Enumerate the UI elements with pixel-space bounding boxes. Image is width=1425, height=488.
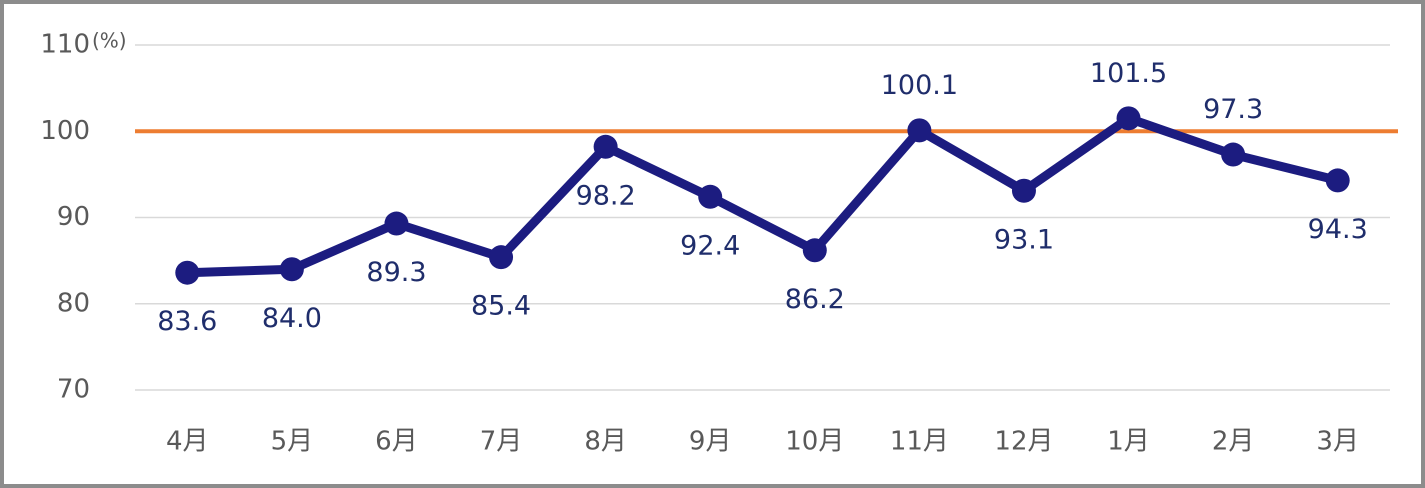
data-label: 85.4: [471, 291, 531, 322]
line: [187, 113, 1339, 278]
data-label: 97.3: [1203, 94, 1263, 125]
y-tick-label: 90: [57, 202, 90, 232]
y-tick-label: 110: [40, 30, 90, 60]
data-label: 98.2: [576, 180, 636, 211]
x-tick-label: 2月: [1212, 427, 1255, 457]
point: [384, 211, 409, 236]
x-tick-label: 11月: [890, 427, 949, 457]
y-tick-label: 70: [57, 375, 90, 405]
y-tick-label: 80: [57, 288, 90, 318]
data-label: 101.5: [1090, 58, 1167, 89]
data-label: 92.4: [680, 230, 740, 261]
data-label: 86.2: [785, 284, 845, 315]
point: [698, 184, 723, 209]
x-tick-label: 4月: [166, 427, 209, 457]
point: [593, 134, 618, 159]
x-tick-label: 5月: [271, 427, 314, 457]
x-tick-label: 12月: [994, 427, 1053, 457]
data-label: 93.1: [994, 224, 1054, 255]
point: [1221, 142, 1246, 167]
point: [279, 257, 304, 282]
data-label: 94.3: [1308, 214, 1368, 245]
point: [802, 238, 827, 263]
point: [907, 118, 932, 143]
x-tick-label: 3月: [1316, 427, 1359, 457]
data-label: 84.0: [262, 303, 322, 334]
data-label: 100.1: [881, 70, 958, 101]
data-label: 89.3: [366, 257, 426, 288]
x-tick-label: 7月: [480, 427, 523, 457]
point: [175, 260, 200, 285]
y-unit-label: (%): [92, 29, 127, 53]
point: [1116, 106, 1141, 131]
data-label: 83.6: [157, 306, 217, 337]
point: [1011, 178, 1036, 203]
x-tick-label: 6月: [375, 427, 418, 457]
x-tick-label: 1月: [1107, 427, 1150, 457]
x-tick-label: 9月: [689, 427, 732, 457]
y-tick-label: 100: [40, 116, 90, 146]
x-tick-label: 10月: [785, 427, 844, 457]
point: [1325, 168, 1350, 193]
x-tick-label: 8月: [584, 427, 627, 457]
point: [489, 245, 514, 270]
